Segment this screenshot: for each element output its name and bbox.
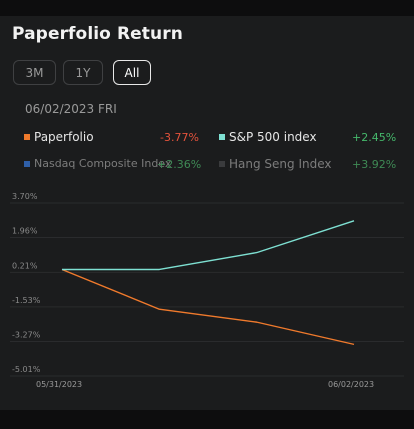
y-tick-label: -5.01% xyxy=(12,365,41,374)
legend-paperfolio-value: -3.77% xyxy=(160,131,199,144)
legend-sp500-value: +2.45% xyxy=(352,131,397,144)
y-tick-label: 0.21% xyxy=(12,261,38,270)
bottom-strip xyxy=(0,410,414,429)
legend-nasdaq-value: +2.36% xyxy=(157,158,202,171)
paperfolio-swatch-icon xyxy=(24,134,30,140)
y-tick-label: 1.96% xyxy=(12,227,38,236)
nasdaq-swatch-icon xyxy=(24,160,30,167)
y-tick-label: -3.27% xyxy=(12,330,41,339)
sp500-swatch-icon xyxy=(219,134,225,140)
series-line-paperfolio xyxy=(61,268,355,346)
legend-sp500: S&P 500 index xyxy=(219,130,317,144)
y-tick-label: 3.70% xyxy=(12,192,38,201)
legend-label: Hang Seng Index xyxy=(229,157,332,171)
return-card xyxy=(0,16,414,410)
tab-all[interactable]: All xyxy=(113,60,151,85)
legend-hangseng: Hang Seng Index xyxy=(219,157,332,171)
series-line-s-p-500-index xyxy=(62,220,355,271)
return-line-chart: 3.70% 1.96% 0.21% -1.53% -3.27% -5.01% 05/31/2… xyxy=(10,192,404,389)
hangseng-swatch-icon xyxy=(219,161,225,167)
legend-hangseng-value: +3.92% xyxy=(352,158,397,171)
legend-label: S&P 500 index xyxy=(229,130,317,144)
date-label: 06/02/2023 FRI xyxy=(25,102,117,116)
legend-label: Paperfolio xyxy=(34,130,94,144)
y-tick-label: -1.53% xyxy=(12,296,41,305)
x-tick-label: 06/02/2023 xyxy=(328,380,374,389)
x-tick-label: 05/31/2023 xyxy=(36,380,82,389)
card-title: Paperfolio Return xyxy=(12,24,183,44)
legend-paperfolio: Paperfolio xyxy=(24,130,94,144)
legend-label: Nasdaq Composite Index xyxy=(34,157,172,170)
top-strip xyxy=(0,0,414,16)
tab-3m[interactable]: 3M xyxy=(13,60,56,85)
legend-nasdaq: Nasdaq Composite Index xyxy=(24,157,171,170)
tab-1y[interactable]: 1Y xyxy=(63,60,103,85)
